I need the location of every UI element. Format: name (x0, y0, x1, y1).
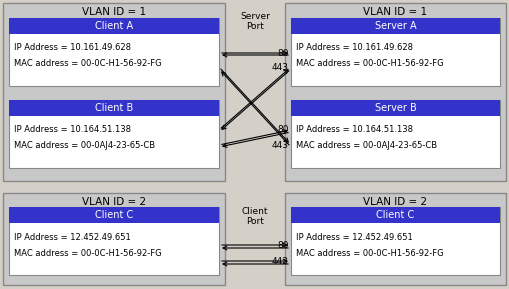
Text: IP Address = 12.452.49.651: IP Address = 12.452.49.651 (14, 232, 131, 242)
Bar (3, 193, 225, 285)
Text: 80: 80 (277, 240, 289, 249)
Bar (9, 207, 219, 223)
Text: IP Address = 12.452.49.651: IP Address = 12.452.49.651 (296, 232, 413, 242)
Text: IP Address = 10.164.51.138: IP Address = 10.164.51.138 (14, 125, 131, 134)
Text: IP Address = 10.161.49.628: IP Address = 10.161.49.628 (14, 44, 131, 53)
Text: VLAN ID = 2: VLAN ID = 2 (363, 197, 428, 207)
Bar (291, 100, 500, 168)
Text: IP Address = 10.161.49.628: IP Address = 10.161.49.628 (296, 44, 413, 53)
Text: MAC address = 00-0C-H1-56-92-FG: MAC address = 00-0C-H1-56-92-FG (14, 249, 162, 257)
Text: VLAN ID = 1: VLAN ID = 1 (363, 7, 428, 17)
Text: IP Address = 10.164.51.138: IP Address = 10.164.51.138 (296, 125, 413, 134)
Text: MAC address = 00-0C-H1-56-92-FG: MAC address = 00-0C-H1-56-92-FG (14, 60, 162, 68)
Bar (3, 3, 225, 181)
Text: 443: 443 (272, 257, 289, 266)
Text: MAC address = 00-0C-H1-56-92-FG: MAC address = 00-0C-H1-56-92-FG (296, 249, 444, 257)
Text: VLAN ID = 2: VLAN ID = 2 (82, 197, 146, 207)
Text: MAC address = 00-0C-H1-56-92-FG: MAC address = 00-0C-H1-56-92-FG (296, 60, 444, 68)
Text: Client C: Client C (95, 210, 133, 220)
Text: Client A: Client A (95, 21, 133, 31)
Text: 80: 80 (277, 49, 289, 58)
Bar (291, 100, 500, 116)
Text: 443: 443 (272, 140, 289, 149)
Text: Server A: Server A (375, 21, 416, 31)
Bar (9, 207, 219, 275)
Bar (291, 207, 500, 223)
Text: Client B: Client B (95, 103, 133, 113)
Bar (9, 18, 219, 86)
Text: VLAN ID = 1: VLAN ID = 1 (82, 7, 146, 17)
Text: MAC address = 00-0AJ4-23-65-CB: MAC address = 00-0AJ4-23-65-CB (296, 142, 437, 151)
Bar (9, 100, 219, 116)
Text: 443: 443 (272, 62, 289, 71)
Bar (291, 18, 500, 34)
Text: Client
Port: Client Port (242, 207, 268, 226)
Bar (285, 3, 506, 181)
Text: MAC address = 00-0AJ4-23-65-CB: MAC address = 00-0AJ4-23-65-CB (14, 142, 155, 151)
Text: Client C: Client C (376, 210, 415, 220)
Text: Server
Port: Server Port (240, 12, 270, 32)
Bar (291, 207, 500, 275)
Bar (291, 18, 500, 86)
Bar (285, 193, 506, 285)
Text: Server B: Server B (375, 103, 416, 113)
Bar (9, 18, 219, 34)
Text: 80: 80 (277, 125, 289, 134)
Bar (9, 100, 219, 168)
